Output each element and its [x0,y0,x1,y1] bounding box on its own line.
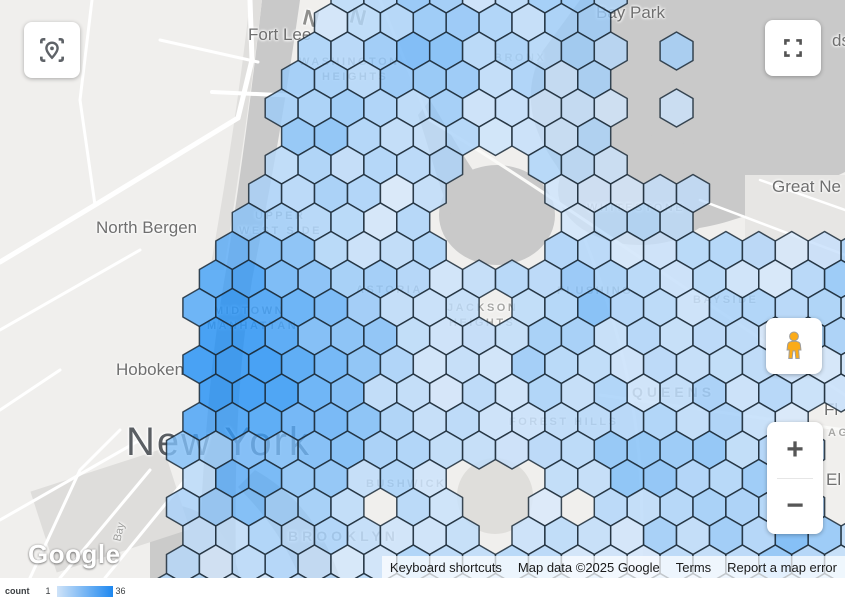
map-canvas[interactable]: Fort Lee Bay Park Great Ne North Bergen Hobo… [0,0,845,578]
zoom-out-button[interactable]: − [767,479,823,535]
location-scan-icon [40,38,64,62]
base-map [0,0,845,578]
legend-max-value: 36 [115,586,126,596]
legend-title: count [5,586,30,596]
google-logo[interactable]: Google [28,539,121,569]
map-data-copyright: Map data ©2025 Google [517,559,660,575]
legend-min-value: 1 [45,586,51,596]
fullscreen-button[interactable] [765,20,821,76]
attribution-bar: Keyboard shortcuts Map data ©2025 Google… [381,556,845,578]
zoom-in-button[interactable]: + [767,422,823,478]
terms-link[interactable]: Terms [675,559,712,575]
keyboard-shortcuts-button[interactable]: Keyboard shortcuts [382,560,510,575]
legend: count 1 36 [0,578,845,610]
show-location-button[interactable] [24,22,80,78]
zoom-control: + − [767,422,823,534]
report-map-error-link[interactable]: Report a map error [727,559,837,575]
pegman-button[interactable] [766,318,822,374]
legend-gradient-bar [56,586,113,597]
fullscreen-icon [784,39,802,57]
pegman-icon [786,331,802,359]
